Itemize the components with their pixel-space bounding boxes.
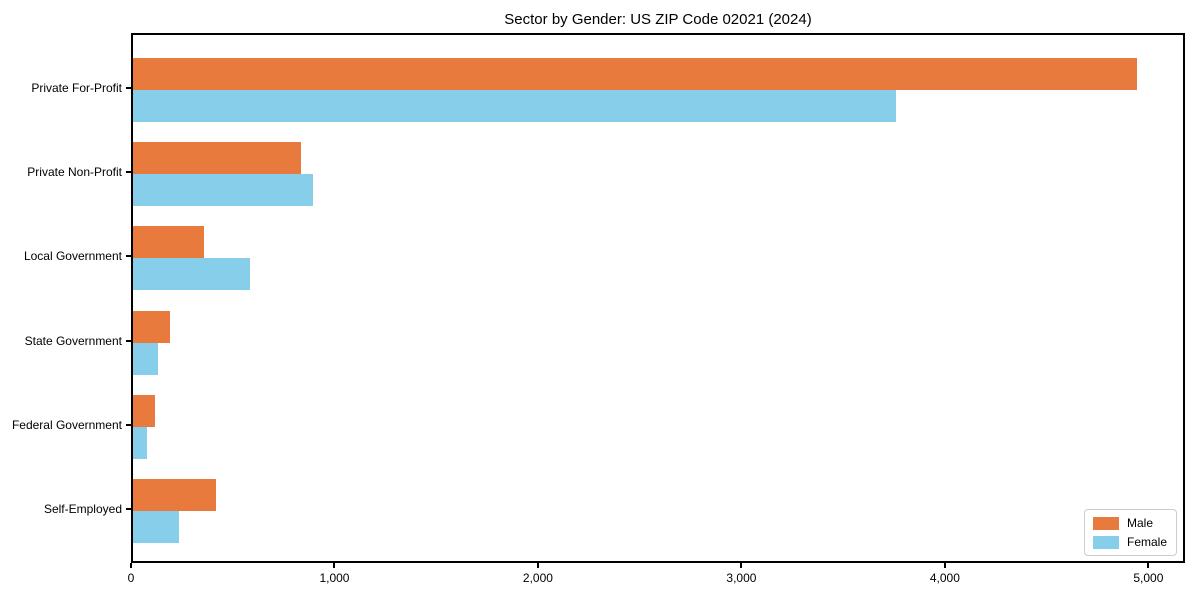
x-tick-label-4-000: 4,000: [929, 571, 960, 585]
x-tick-label-1-000: 1,000: [319, 571, 350, 585]
legend-entry-male: Male: [1092, 516, 1167, 530]
bar-female-self-employed: [133, 511, 179, 543]
x-tick-label-2-000: 2,000: [522, 571, 553, 585]
male-series-swatch-icon: [1092, 516, 1119, 530]
x-tick-mark: [536, 563, 539, 568]
x-tick-mark: [333, 563, 336, 568]
y-tick-mark: [126, 171, 131, 174]
y-tick-mark: [126, 508, 131, 510]
y-tick-label-private-for-profit: Private For-Profit: [31, 81, 122, 95]
bar-female-local-government: [133, 258, 250, 291]
y-tick-label-local-government: Local Government: [23, 249, 122, 264]
y-tick-label-federal-government: Federal Government: [11, 417, 122, 432]
x-tick-mark: [740, 563, 743, 568]
bar-female-state-government: [133, 342, 159, 375]
y-tick-label-state-government: State Government: [24, 333, 122, 348]
bar-male-private-for-profit: [133, 58, 1138, 90]
chart-title: Sector by Gender: US ZIP Code 02021 (202…: [504, 11, 812, 28]
x-tick-label-0: 0: [127, 571, 135, 585]
y-tick-mark: [126, 423, 131, 426]
bar-female-private-for-profit: [133, 90, 897, 122]
legend: Male Female: [1083, 509, 1177, 556]
y-tick-mark: [126, 87, 131, 89]
legend-label-male: Male: [1126, 516, 1153, 530]
bar-male-local-government: [133, 226, 205, 259]
y-tick-mark: [126, 255, 131, 258]
y-tick-label-self-employed: Self-Employed: [43, 502, 122, 516]
bar-female-federal-government: [133, 426, 148, 459]
legend-entry-female: Female: [1092, 535, 1167, 549]
x-tick-mark: [1147, 563, 1150, 568]
plot-area: Male Female: [131, 33, 1185, 563]
female-series-swatch-icon: [1092, 535, 1119, 549]
x-tick-label-3-000: 3,000: [726, 571, 757, 585]
x-tick-mark: [130, 563, 132, 568]
x-tick-label-5-000: 5,000: [1133, 571, 1164, 585]
y-tick-label-private-non-profit: Private Non-Profit: [27, 165, 122, 180]
bar-male-private-non-profit: [133, 142, 301, 175]
x-tick-mark: [943, 563, 946, 568]
bar-male-self-employed: [133, 479, 217, 511]
legend-label-female: Female: [1126, 535, 1167, 549]
bar-male-state-government: [133, 310, 170, 343]
y-tick-mark: [126, 339, 131, 342]
bar-female-private-non-profit: [133, 174, 314, 207]
bar-male-federal-government: [133, 394, 156, 427]
